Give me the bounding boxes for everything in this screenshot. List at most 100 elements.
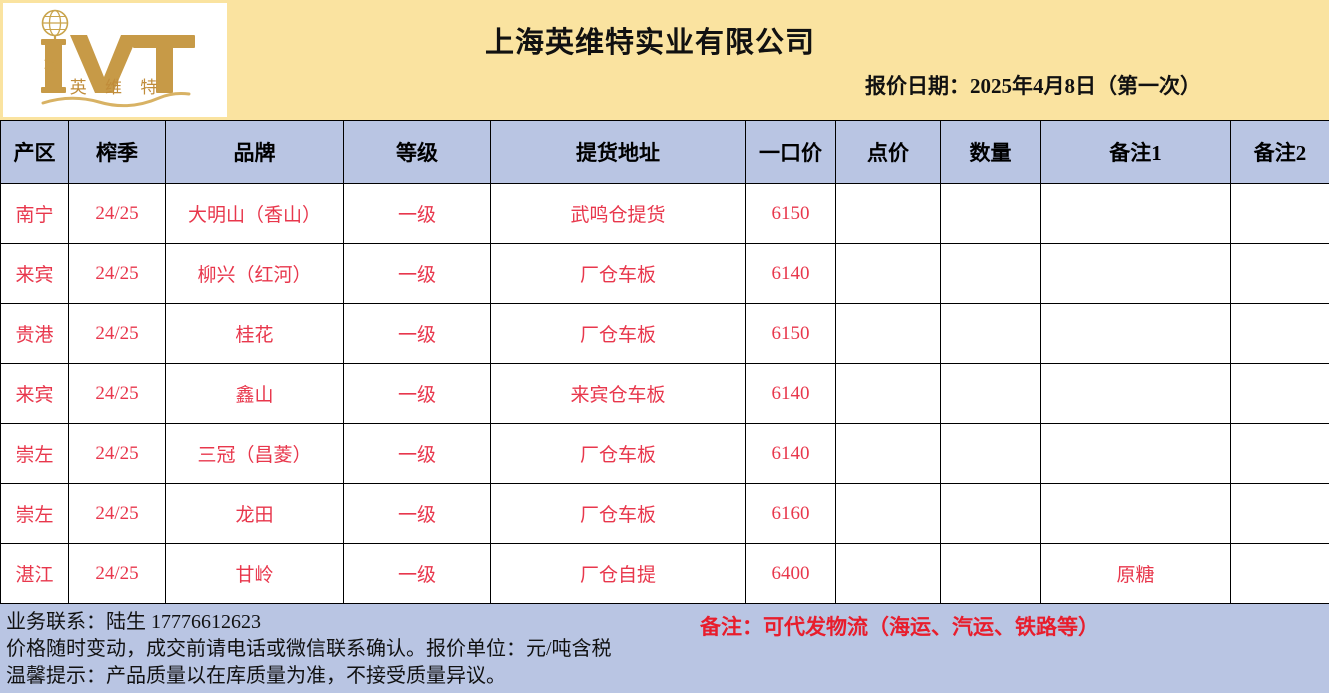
cell-grade: 一级 (343, 243, 491, 304)
cell-area: 贵港 (0, 303, 69, 364)
footer-logistics-note: 备注：可代发物流（海运、汽运、铁路等） (700, 615, 1099, 639)
cell-note1 (1040, 303, 1231, 364)
table-row: 湛江 24/25 甘岭 一级 厂仓自提 6400 原糖 (0, 543, 1329, 604)
cell-point-price (835, 543, 941, 604)
cell-brand: 龙田 (165, 483, 344, 544)
cell-note1 (1040, 363, 1231, 424)
cell-brand: 桂花 (165, 303, 344, 364)
cell-grade: 一级 (343, 543, 491, 604)
price-table: 产区 榨季 品牌 等级 提货地址 一口价 点价 数量 备注1 备注2 南宁 24… (0, 120, 1329, 604)
column-header-season: 榨季 (68, 120, 166, 184)
column-header-note1: 备注1 (1040, 120, 1231, 184)
column-header-address: 提货地址 (490, 120, 746, 184)
cell-point-price (835, 483, 941, 544)
title-block: 上海英维特实业有限公司 报价日期：2025年4月8日（第一次） (227, 0, 1329, 120)
cell-season: 24/25 (68, 303, 166, 364)
globe-icon (41, 9, 69, 43)
cell-address: 厂仓车板 (490, 303, 746, 364)
cell-brand: 柳兴（红河） (165, 243, 344, 304)
logo-swoosh (41, 92, 191, 108)
cell-point-price (835, 303, 941, 364)
cell-note2 (1230, 183, 1329, 244)
cell-season: 24/25 (68, 183, 166, 244)
company-logo: 英 维 特 (3, 3, 227, 117)
cell-note2 (1230, 543, 1329, 604)
column-header-brand: 品牌 (165, 120, 344, 184)
cell-grade: 一级 (343, 183, 491, 244)
cell-season: 24/25 (68, 423, 166, 484)
logo-artwork: 英 维 特 (41, 9, 195, 108)
cell-grade: 一级 (343, 303, 491, 364)
company-name: 上海英维特实业有限公司 (485, 27, 816, 59)
cell-area: 南宁 (0, 183, 69, 244)
cell-note1 (1040, 183, 1231, 244)
cell-price: 6150 (745, 303, 836, 364)
column-header-area: 产区 (0, 120, 69, 184)
cell-grade: 一级 (343, 483, 491, 544)
column-header-quantity: 数量 (940, 120, 1041, 184)
cell-quantity (940, 303, 1041, 364)
quote-date: 报价日期：2025年4月8日（第一次） (865, 74, 1201, 98)
cell-area: 崇左 (0, 423, 69, 484)
table-row: 来宾 24/25 鑫山 一级 来宾仓车板 6140 (0, 363, 1329, 424)
cell-point-price (835, 183, 941, 244)
logo-subtext: 英 维 特 (70, 78, 165, 97)
header-band: 英 维 特 上海英维特实业有限公司 报价日期：2025年4月8日（第一次） (0, 0, 1329, 120)
cell-season: 24/25 (68, 543, 166, 604)
cell-quantity (940, 183, 1041, 244)
cell-note2 (1230, 303, 1329, 364)
cell-point-price (835, 363, 941, 424)
cell-address: 来宾仓车板 (490, 363, 746, 424)
table-header-row: 产区 榨季 品牌 等级 提货地址 一口价 点价 数量 备注1 备注2 (0, 120, 1329, 184)
cell-area: 湛江 (0, 543, 69, 604)
cell-quantity (940, 363, 1041, 424)
cell-season: 24/25 (68, 483, 166, 544)
cell-quantity (940, 483, 1041, 544)
cell-brand: 三冠（昌菱） (165, 423, 344, 484)
logo-accents (44, 58, 62, 72)
cell-brand: 大明山（香山） (165, 183, 344, 244)
cell-note1: 原糖 (1040, 543, 1231, 604)
column-header-grade: 等级 (343, 120, 491, 184)
column-header-point-price: 点价 (835, 120, 941, 184)
cell-quantity (940, 423, 1041, 484)
cell-brand: 甘岭 (165, 543, 344, 604)
table-row: 来宾 24/25 柳兴（红河） 一级 厂仓车板 6140 (0, 243, 1329, 304)
cell-price: 6140 (745, 363, 836, 424)
cell-area: 来宾 (0, 363, 69, 424)
cell-address: 武鸣仓提货 (490, 183, 746, 244)
cell-note2 (1230, 243, 1329, 304)
footer-contact-line: 业务联系：陆生 17776612623 (6, 611, 261, 633)
cell-grade: 一级 (343, 363, 491, 424)
cell-brand: 鑫山 (165, 363, 344, 424)
footer-info: 业务联系：陆生 17776612623 价格随时变动，成交前请电话或微信联系确认… (6, 609, 706, 690)
cell-area: 崇左 (0, 483, 69, 544)
cell-price: 6140 (745, 423, 836, 484)
cell-season: 24/25 (68, 363, 166, 424)
footer-quality-notice-line: 温馨提示：产品质量以在库质量为准，不接受质量异议。 (6, 665, 506, 687)
cell-price: 6140 (745, 243, 836, 304)
cell-address: 厂仓车板 (490, 423, 746, 484)
cell-season: 24/25 (68, 243, 166, 304)
cell-area: 来宾 (0, 243, 69, 304)
cell-note2 (1230, 483, 1329, 544)
cell-point-price (835, 243, 941, 304)
footer-band: 业务联系：陆生 17776612623 价格随时变动，成交前请电话或微信联系确认… (0, 604, 1329, 693)
cell-price: 6400 (745, 543, 836, 604)
cell-address: 厂仓自提 (490, 543, 746, 604)
cell-note2 (1230, 363, 1329, 424)
cell-note1 (1040, 423, 1231, 484)
table-row: 南宁 24/25 大明山（香山） 一级 武鸣仓提货 6150 (0, 183, 1329, 244)
cell-quantity (940, 543, 1041, 604)
cell-note1 (1040, 483, 1231, 544)
footer-price-terms-line: 价格随时变动，成交前请电话或微信联系确认。报价单位：元/吨含税 (6, 638, 612, 660)
cell-quantity (940, 243, 1041, 304)
cell-address: 厂仓车板 (490, 483, 746, 544)
table-row: 崇左 24/25 龙田 一级 厂仓车板 6160 (0, 483, 1329, 544)
cell-price: 6160 (745, 483, 836, 544)
cell-price: 6150 (745, 183, 836, 244)
cell-point-price (835, 423, 941, 484)
logo-letters (41, 35, 195, 93)
column-header-price: 一口价 (745, 120, 836, 184)
